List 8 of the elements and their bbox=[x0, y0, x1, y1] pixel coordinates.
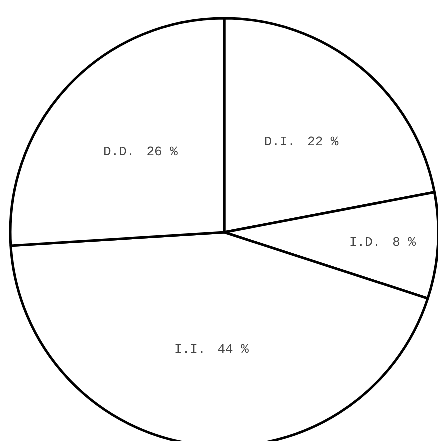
slice-label: D.I. bbox=[264, 134, 296, 150]
slice-label: I.D. bbox=[349, 235, 381, 250]
data-label: 44 % bbox=[218, 342, 250, 357]
data-label: 22 % bbox=[308, 134, 339, 150]
data-label: 26 % bbox=[146, 144, 178, 160]
slice-label: I.I. bbox=[174, 342, 206, 357]
data-label: 8 % bbox=[392, 235, 416, 250]
slice-label: D.D. bbox=[103, 144, 135, 160]
